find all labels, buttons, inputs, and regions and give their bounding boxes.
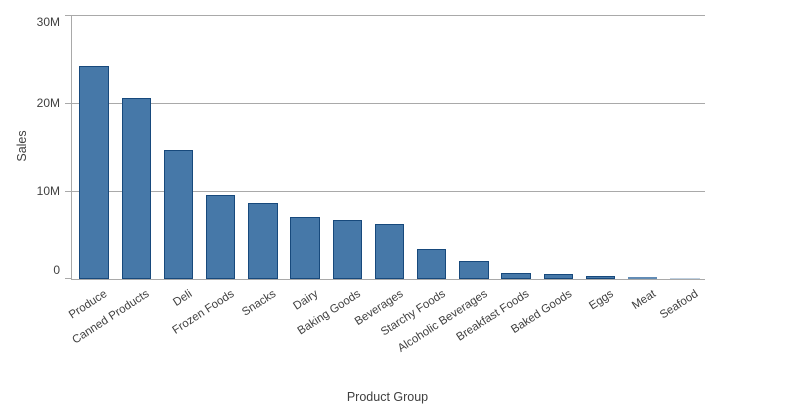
bar-eggs[interactable] [585,276,616,279]
category-label[interactable]: Dairy [291,288,321,313]
y-axis-tick-label: 0 [53,263,60,277]
bar-snacks[interactable] [248,203,278,279]
y-axis-tickmark [65,103,72,104]
y-axis-title: Sales [15,130,29,162]
y-axis-tick-label: 30M [36,15,60,29]
gridline [72,191,705,192]
y-axis-tickmark [65,15,72,16]
bar-alcoholic-beverages[interactable] [459,261,489,279]
bar-deli[interactable] [163,150,194,279]
bar-breakfast-foods[interactable] [501,273,531,279]
y-axis-tick-label: 20M [36,96,60,110]
bar-baking-goods[interactable] [332,220,363,279]
category-label[interactable]: Breakfast Foods [454,288,532,344]
category-label[interactable]: Snacks [240,288,279,319]
bar-canned-products[interactable] [121,98,152,279]
bar-seafood[interactable] [670,278,700,279]
plot-area [65,15,705,280]
bar-baked-goods[interactable] [543,274,574,279]
bar-starchy-foods[interactable] [416,249,447,279]
bar-frozen-foods[interactable] [205,195,236,279]
category-label[interactable]: Deli [170,288,195,309]
gridline [72,103,705,104]
x-axis-title: Product Group [346,390,429,404]
bar-dairy[interactable] [290,217,320,279]
category-label[interactable]: Meat [630,288,659,312]
bar-beverages[interactable] [374,224,405,279]
y-axis-tickmark [65,191,72,192]
y-axis-tick-label: 10M [36,184,60,198]
bar-produce[interactable] [79,66,109,279]
category-label[interactable]: Seafood [657,288,701,322]
y-axis-tickmark [65,278,72,279]
gridline [72,15,705,16]
bar-meat[interactable] [627,277,658,279]
category-label[interactable]: Eggs [587,288,617,313]
category-label[interactable]: Canned Products [70,288,152,347]
